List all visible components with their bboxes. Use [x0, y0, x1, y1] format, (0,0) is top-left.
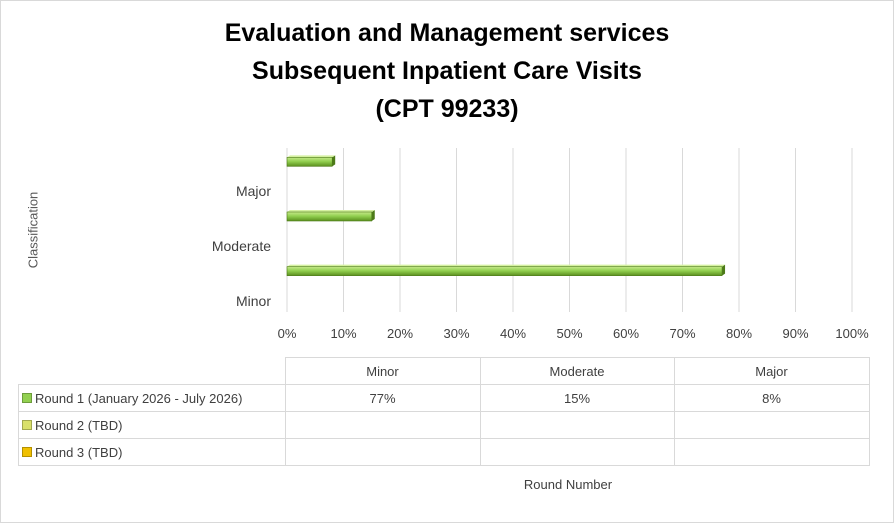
bar-top — [287, 210, 375, 212]
data-table: Minor Moderate Major Round 1 (January 20… — [18, 357, 870, 466]
legend-swatch — [22, 446, 32, 457]
bar-moderate — [286, 211, 373, 222]
legend-entry-round-2: Round 2 (TBD) — [18, 411, 286, 439]
data-cell — [673, 438, 870, 466]
data-cell — [673, 411, 870, 439]
legend-entry-round-1: Round 1 (January 2026 - July 2026) — [18, 384, 286, 412]
x-tick-label: 70% — [669, 326, 696, 341]
chart-title-line-1: Evaluation and Management services — [224, 19, 670, 47]
y-tick-label: Major — [235, 183, 271, 200]
chart-title: Evaluation and Management services Subse… — [0, 14, 894, 128]
bar-depth — [722, 264, 726, 276]
x-tick-label: 30% — [443, 326, 470, 341]
x-tick-label: 100% — [835, 326, 869, 341]
data-cell: 8% — [673, 384, 870, 412]
y-tick-label: Moderate — [211, 238, 271, 254]
bar-depth — [332, 155, 336, 167]
legend-label: Round 3 (TBD) — [35, 444, 123, 460]
bar-top — [287, 264, 726, 267]
data-table-corner — [18, 357, 286, 385]
x-tick-label: 0% — [277, 326, 297, 341]
x-tick-label: 60% — [612, 326, 640, 341]
data-cell — [284, 438, 481, 466]
x-tick-label: 40% — [499, 326, 527, 341]
data-table-row: Round 1 (January 2026 - July 2026) 77% 1… — [18, 384, 870, 412]
plot-area — [286, 148, 853, 312]
data-cell — [479, 438, 675, 466]
x-axis-label: Round Number — [523, 477, 613, 492]
data-table-column-header: Minor — [284, 357, 481, 385]
y-tick-label: Minor — [235, 292, 271, 309]
bar-top — [287, 155, 336, 158]
data-cell: 77% — [284, 384, 481, 412]
chart-title-line-3: (CPT 99233) — [375, 95, 519, 123]
x-tick-label: 10% — [330, 326, 357, 341]
legend-label: Round 2 (TBD) — [35, 417, 123, 433]
data-cell: 15% — [479, 384, 675, 412]
x-tick-label: 90% — [782, 326, 809, 341]
legend-swatch — [22, 419, 32, 430]
data-table-row: Round 2 (TBD) — [18, 411, 870, 439]
bar-major — [286, 157, 333, 167]
data-table-column-header: Moderate — [479, 357, 675, 385]
legend-swatch — [22, 392, 32, 403]
bar-minor — [286, 266, 723, 276]
legend-label: Round 1 (January 2026 - July 2026) — [35, 390, 243, 406]
bar-depth — [371, 210, 375, 221]
data-cell — [284, 411, 481, 439]
x-tick-label: 80% — [725, 326, 753, 341]
data-table-row: Round 3 (TBD) — [18, 438, 870, 466]
chart-title-line-2: Subsequent Inpatient Care Visits — [252, 57, 642, 85]
x-tick-label: 50% — [556, 326, 583, 341]
data-table-column-header: Major — [673, 357, 870, 385]
data-table-header-row: Minor Moderate Major — [18, 357, 870, 385]
legend-entry-round-3: Round 3 (TBD) — [18, 438, 286, 466]
data-cell — [479, 411, 675, 439]
x-tick-label: 20% — [386, 326, 414, 341]
